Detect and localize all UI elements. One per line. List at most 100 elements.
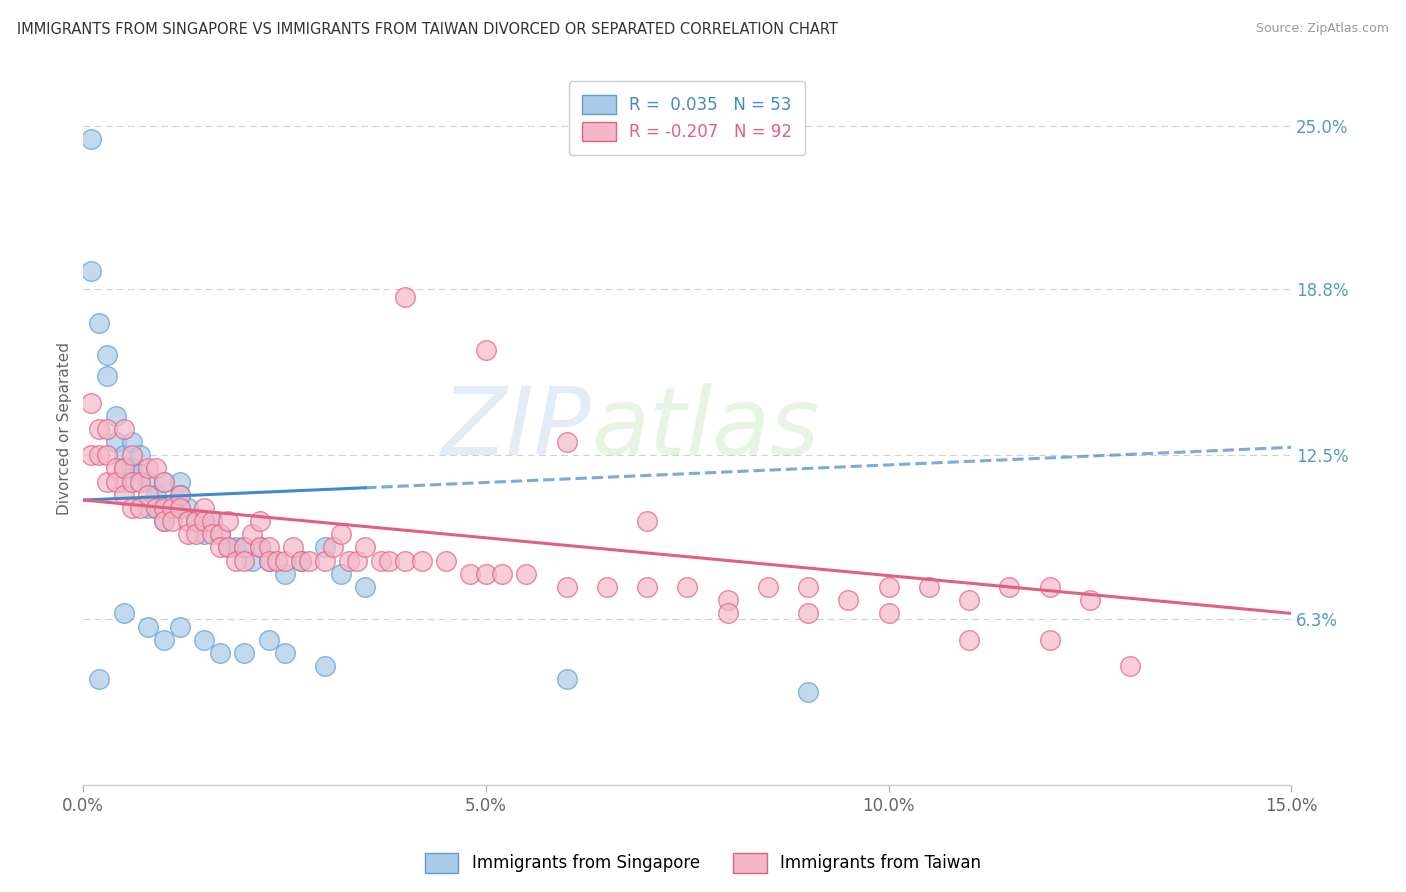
- Point: [957, 632, 980, 647]
- Point: [184, 514, 207, 528]
- Point: [193, 514, 215, 528]
- Point: [160, 514, 183, 528]
- Point: [184, 527, 207, 541]
- Point: [128, 448, 150, 462]
- Point: [957, 593, 980, 607]
- Point: [322, 541, 344, 555]
- Point: [475, 343, 498, 357]
- Point: [89, 317, 111, 331]
- Point: [128, 500, 150, 515]
- Point: [330, 566, 353, 581]
- Point: [121, 461, 143, 475]
- Point: [121, 448, 143, 462]
- Point: [918, 580, 941, 594]
- Point: [249, 541, 271, 555]
- Point: [257, 554, 280, 568]
- Point: [153, 475, 176, 489]
- Point: [233, 554, 256, 568]
- Point: [797, 685, 820, 699]
- Point: [337, 554, 360, 568]
- Point: [233, 541, 256, 555]
- Point: [1039, 632, 1062, 647]
- Point: [121, 475, 143, 489]
- Point: [346, 554, 368, 568]
- Point: [515, 566, 537, 581]
- Point: [378, 554, 401, 568]
- Point: [249, 514, 271, 528]
- Point: [160, 500, 183, 515]
- Point: [193, 514, 215, 528]
- Point: [89, 422, 111, 436]
- Point: [998, 580, 1021, 594]
- Point: [136, 475, 159, 489]
- Point: [370, 554, 392, 568]
- Point: [797, 607, 820, 621]
- Point: [145, 500, 167, 515]
- Point: [354, 580, 377, 594]
- Point: [201, 514, 224, 528]
- Legend: R =  0.035   N = 53, R = -0.207   N = 92: R = 0.035 N = 53, R = -0.207 N = 92: [569, 81, 806, 155]
- Point: [169, 619, 191, 633]
- Point: [136, 619, 159, 633]
- Point: [756, 580, 779, 594]
- Point: [458, 566, 481, 581]
- Point: [249, 541, 271, 555]
- Point: [160, 500, 183, 515]
- Point: [153, 475, 176, 489]
- Point: [145, 488, 167, 502]
- Point: [112, 422, 135, 436]
- Point: [434, 554, 457, 568]
- Point: [877, 580, 900, 594]
- Point: [153, 632, 176, 647]
- Point: [716, 593, 738, 607]
- Point: [314, 541, 336, 555]
- Point: [153, 500, 176, 515]
- Point: [193, 632, 215, 647]
- Point: [491, 566, 513, 581]
- Point: [877, 607, 900, 621]
- Text: ZIP: ZIP: [441, 384, 591, 475]
- Point: [411, 554, 433, 568]
- Point: [153, 514, 176, 528]
- Point: [233, 541, 256, 555]
- Point: [209, 527, 232, 541]
- Point: [177, 500, 200, 515]
- Point: [104, 435, 127, 450]
- Point: [273, 646, 295, 660]
- Point: [475, 566, 498, 581]
- Point: [555, 673, 578, 687]
- Point: [177, 514, 200, 528]
- Point: [1039, 580, 1062, 594]
- Point: [80, 395, 103, 409]
- Point: [314, 554, 336, 568]
- Point: [112, 448, 135, 462]
- Point: [136, 500, 159, 515]
- Text: IMMIGRANTS FROM SINGAPORE VS IMMIGRANTS FROM TAIWAN DIVORCED OR SEPARATED CORREL: IMMIGRANTS FROM SINGAPORE VS IMMIGRANTS …: [17, 22, 838, 37]
- Point: [96, 422, 118, 436]
- Point: [217, 541, 239, 555]
- Point: [242, 527, 264, 541]
- Point: [225, 554, 247, 568]
- Text: Source: ZipAtlas.com: Source: ZipAtlas.com: [1256, 22, 1389, 36]
- Point: [209, 646, 232, 660]
- Point: [1078, 593, 1101, 607]
- Point: [257, 632, 280, 647]
- Point: [209, 527, 232, 541]
- Point: [290, 554, 312, 568]
- Point: [217, 514, 239, 528]
- Point: [837, 593, 859, 607]
- Point: [128, 467, 150, 481]
- Point: [314, 659, 336, 673]
- Point: [225, 541, 247, 555]
- Point: [394, 554, 416, 568]
- Point: [128, 475, 150, 489]
- Point: [169, 475, 191, 489]
- Point: [394, 290, 416, 304]
- Point: [177, 527, 200, 541]
- Point: [716, 607, 738, 621]
- Point: [636, 514, 658, 528]
- Y-axis label: Divorced or Separated: Divorced or Separated: [58, 343, 72, 516]
- Point: [273, 554, 295, 568]
- Point: [169, 488, 191, 502]
- Point: [112, 461, 135, 475]
